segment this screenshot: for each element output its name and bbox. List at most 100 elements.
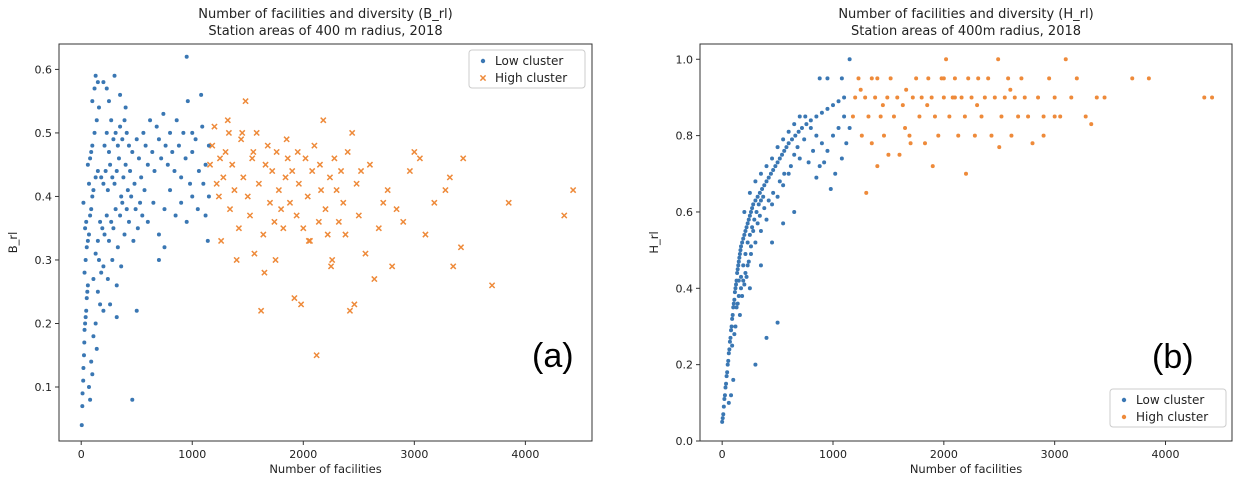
data-point-low — [120, 200, 125, 205]
data-point-high — [947, 114, 952, 119]
data-point-high — [273, 148, 280, 156]
data-point-low — [83, 226, 88, 231]
data-point-high — [422, 231, 429, 238]
data-point-low — [84, 219, 89, 224]
data-point-high — [1074, 76, 1079, 81]
data-point-low — [156, 232, 161, 237]
data-point-high — [224, 117, 231, 124]
data-point-low — [764, 217, 769, 222]
y-tick-label: 0.3 — [35, 254, 53, 267]
data-point-low — [750, 225, 755, 230]
data-point-low — [742, 282, 747, 287]
data-point-high — [233, 256, 240, 264]
legend-label: Low cluster — [495, 54, 563, 68]
x-tick-label: 4000 — [1152, 448, 1180, 461]
data-point-low — [81, 353, 86, 358]
data-point-low — [85, 238, 90, 243]
data-point-low — [80, 391, 85, 396]
data-point-high — [261, 269, 268, 276]
data-point-high — [972, 133, 977, 138]
data-point-low — [98, 302, 103, 307]
y-tick-label: 0.1 — [35, 381, 53, 394]
data-point-high — [324, 231, 331, 238]
data-point-low — [79, 423, 84, 428]
data-point-low — [729, 393, 734, 398]
data-point-high — [941, 95, 946, 100]
data-point-high — [277, 206, 285, 213]
data-point-high — [878, 114, 883, 119]
data-point-low — [84, 245, 89, 250]
data-point-high — [450, 263, 457, 270]
data-point-low — [792, 122, 797, 127]
data-point-high — [253, 129, 260, 137]
data-point-low — [118, 92, 123, 97]
data-point-low — [101, 308, 106, 313]
data-point-low — [121, 175, 126, 180]
data-point-low — [781, 137, 786, 142]
data-point-low — [91, 334, 96, 339]
data-point-high — [313, 352, 320, 359]
data-point-high — [206, 161, 214, 168]
data-point-high — [269, 167, 276, 175]
data-point-high — [859, 133, 864, 138]
data-point-high — [220, 174, 227, 181]
data-point-low — [839, 156, 844, 161]
data-point-low — [744, 274, 749, 279]
x-axis-label: Number of facilities — [910, 462, 1022, 476]
data-point-low — [134, 137, 139, 142]
data-point-low — [770, 202, 775, 207]
data-point-high — [569, 186, 577, 194]
data-point-high — [442, 186, 449, 194]
data-point-low — [844, 141, 849, 146]
data-point-low — [142, 188, 147, 193]
data-point-low — [766, 175, 771, 180]
data-point-high — [856, 76, 861, 81]
data-point-low — [93, 175, 98, 180]
data-point-low — [836, 99, 841, 104]
data-point-high — [300, 225, 307, 232]
data-point-low — [92, 130, 97, 135]
data-point-low — [86, 181, 91, 186]
y-tick-label: 1.0 — [676, 53, 694, 66]
data-point-low — [745, 263, 750, 268]
data-point-low — [150, 149, 155, 154]
data-point-low — [83, 315, 88, 320]
data-point-high — [875, 76, 880, 81]
data-point-low — [777, 156, 782, 161]
data-point-low — [784, 145, 789, 150]
data-point-high — [393, 206, 400, 213]
data-point-low — [131, 238, 136, 243]
data-point-high — [260, 231, 267, 238]
data-point-low — [101, 181, 106, 186]
data-point-low — [799, 125, 804, 130]
data-point-high — [888, 76, 893, 81]
data-point-high — [1102, 95, 1107, 100]
data-point-low — [173, 213, 178, 218]
data-point-low — [817, 164, 822, 169]
data-point-low — [731, 305, 736, 310]
x-tick-label: 0 — [719, 448, 726, 461]
data-point-low — [739, 286, 744, 291]
data-point-low — [162, 245, 167, 250]
data-point-low — [758, 171, 763, 176]
data-point-low — [836, 125, 841, 130]
data-point-low — [119, 264, 124, 269]
data-point-low — [161, 111, 166, 116]
data-point-low — [736, 293, 741, 298]
data-point-low — [847, 125, 852, 130]
data-point-low — [751, 202, 756, 207]
data-point-low — [119, 194, 124, 199]
data-point-high — [331, 155, 338, 162]
data-point-low — [755, 221, 760, 226]
data-point-low — [756, 202, 761, 207]
data-point-low — [839, 76, 844, 81]
data-point-low — [108, 302, 113, 307]
data-point-high — [880, 103, 885, 108]
data-point-low — [184, 54, 189, 59]
data-point-high — [283, 136, 290, 143]
data-point-high — [342, 231, 349, 238]
data-point-low — [775, 194, 780, 199]
data-point-low — [122, 118, 127, 123]
data-point-low — [741, 236, 746, 241]
data-point-high — [400, 218, 407, 225]
